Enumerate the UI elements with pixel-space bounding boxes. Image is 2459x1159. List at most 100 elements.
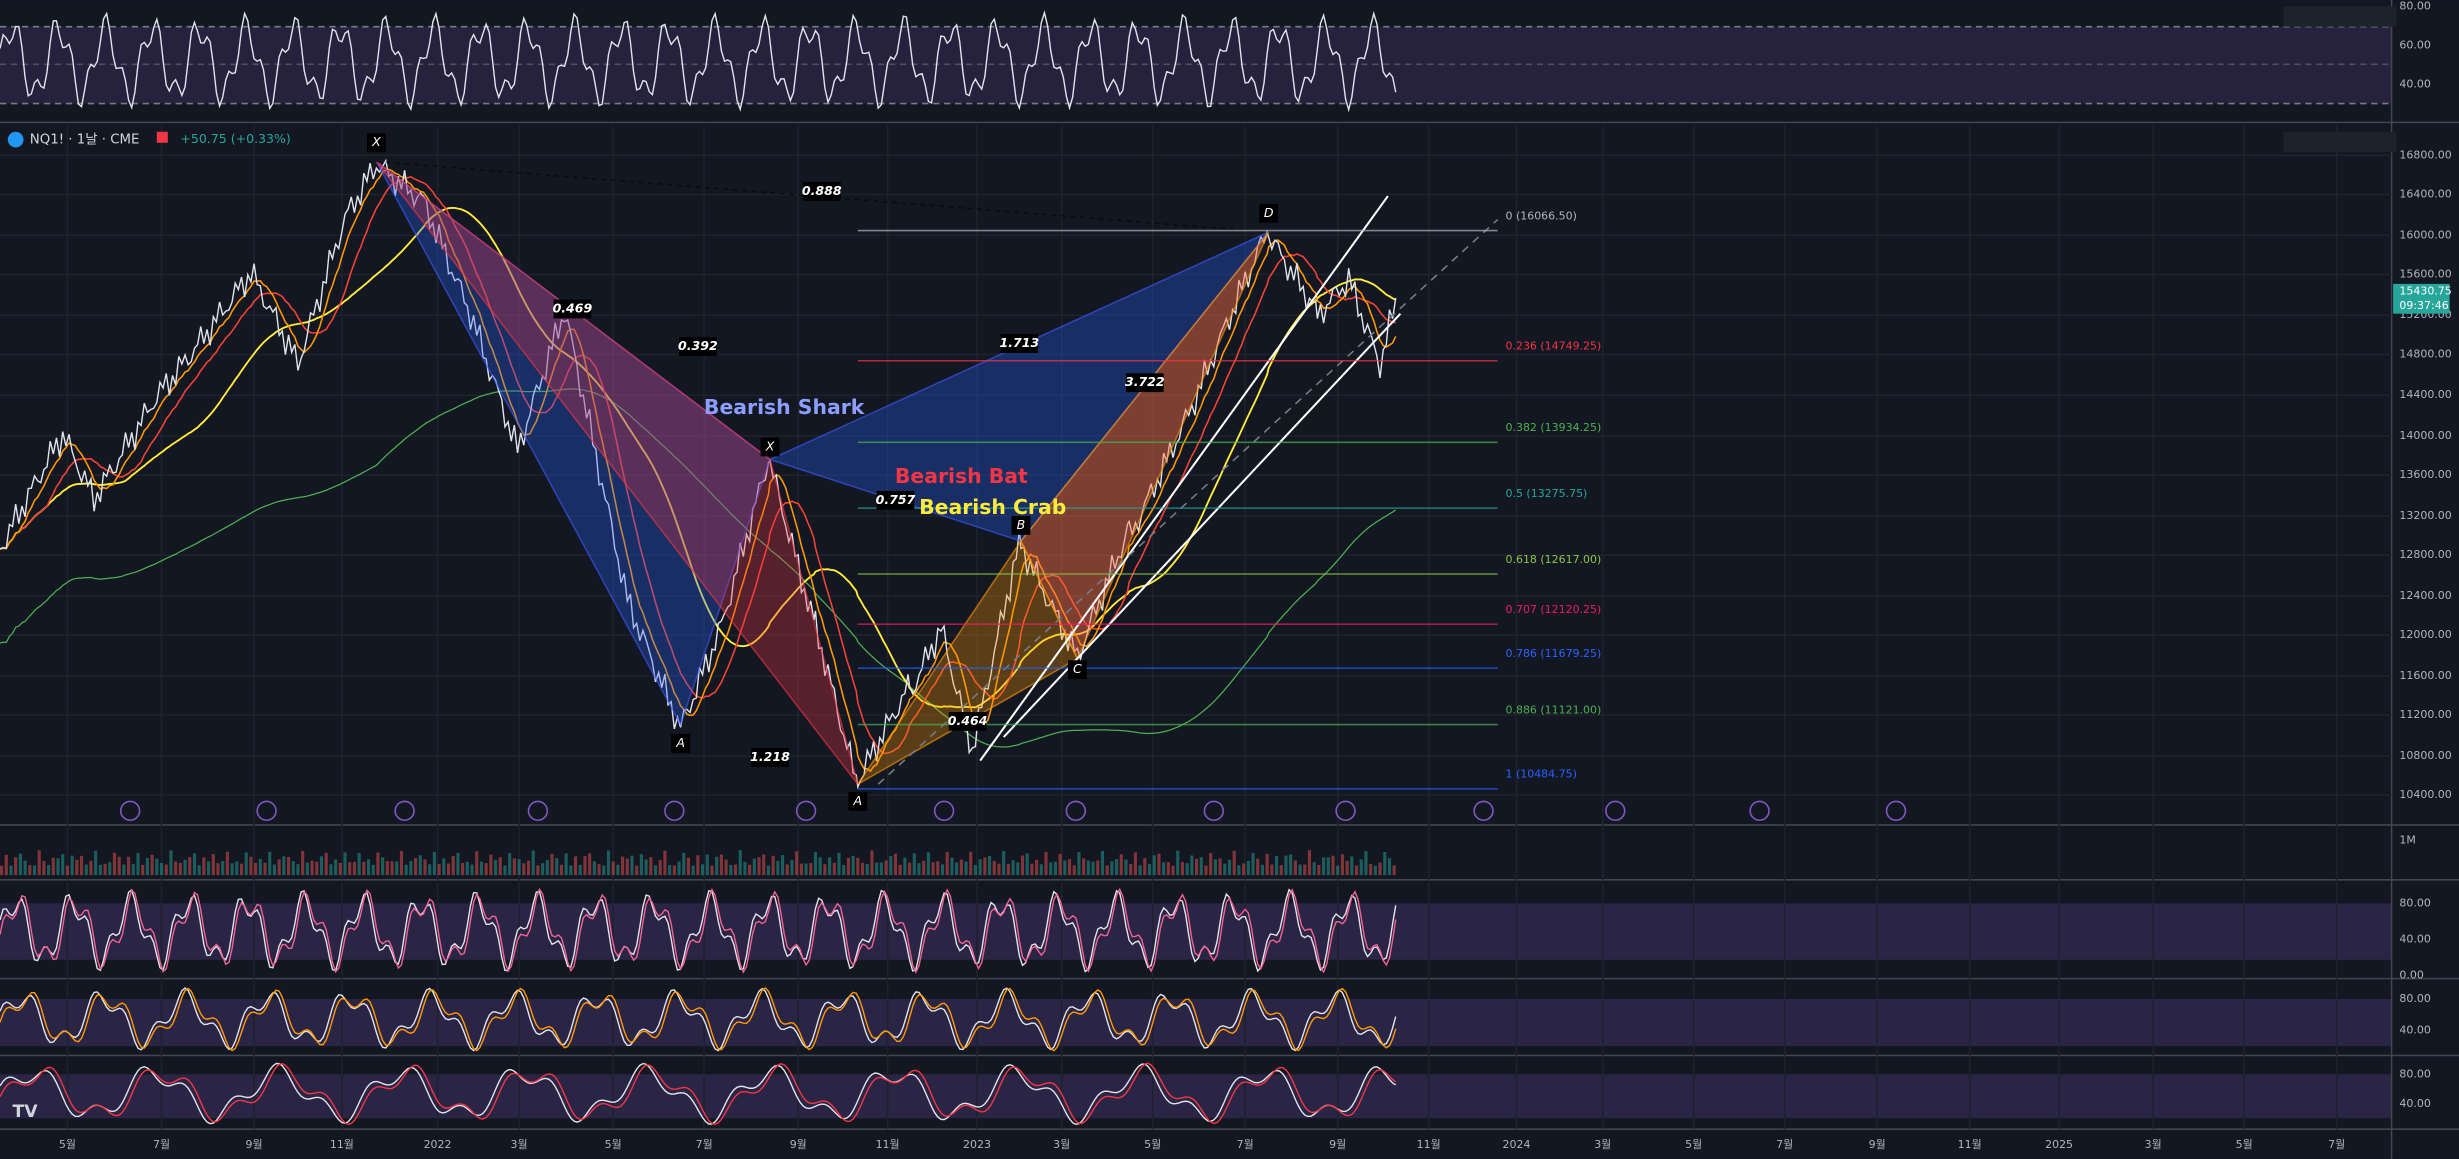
replay-arrow[interactable] [664,800,685,822]
volume-bar [366,859,371,876]
time-tick-label: 3월 [1594,1138,1611,1151]
volume-bar [903,857,907,876]
volume-bar [762,854,766,876]
volume-bar [940,864,945,876]
volume-bar [127,856,131,876]
volume-bar [94,850,98,876]
pane-buttons[interactable] [2283,6,2397,27]
volume-bar [964,861,968,876]
time-tick-label: 2025 [2045,1138,2073,1151]
replay-arrow[interactable] [795,800,817,822]
volume-tick-label: 1M [2399,834,2415,847]
volume-bar [1025,853,1029,876]
replay-arrow[interactable] [1749,800,1770,822]
time-tick-label: 2022 [424,1138,452,1151]
stoch-k [0,1062,1397,1126]
volume-bar [1260,864,1265,876]
time-tick-label: 3월 [2145,1138,2162,1151]
volume-bar [291,861,295,876]
volume-bar [442,858,446,876]
replay-arrow[interactable] [119,800,141,822]
fib-label: 0.786 (11679.25) [1506,647,1602,660]
point-box [366,133,386,153]
volume-bar [418,855,422,876]
replay-arrow[interactable] [394,800,415,822]
flag-icon[interactable] [156,131,168,143]
ratio-box [802,181,841,201]
volume-bar [724,859,728,876]
volume-bar [272,864,277,876]
volume-bar [456,852,460,876]
price-tick-label: 16000.00 [2399,228,2451,241]
volume-bar [766,865,771,876]
volume-bar [1110,861,1114,876]
volume-bar [51,857,55,876]
volume-bar [249,856,253,876]
volume-bar [103,863,107,876]
replay-arrow[interactable] [1065,800,1087,822]
price-tick-label: 12000.00 [2399,628,2451,641]
volume-bar [743,861,747,876]
volume-bar [432,851,436,876]
volume-bar [28,865,32,876]
volume-bar [1246,860,1250,876]
volume-bar [423,859,427,876]
time-tick-label: 7월 [2328,1138,2345,1151]
volume-bar [879,862,883,876]
replay-arrow[interactable] [1335,800,1356,822]
volume-bar [512,858,516,876]
volume-bar [583,856,587,876]
time-tick-label: 7월 [1776,1138,1793,1151]
volume-bar [1364,851,1368,876]
volume-bar [390,861,394,876]
volume-bar [541,863,545,876]
volume-bar [1190,855,1194,876]
volume-bar [818,857,822,876]
volume-bar [230,863,234,876]
volume-bar [207,861,211,876]
volume-bar [1387,858,1392,876]
symbol-title: NQ1! · 1날 · CME [30,132,140,148]
replay-arrow[interactable] [1885,800,1907,822]
replay-arrow[interactable] [1605,800,1626,822]
volume-bar [1138,865,1142,876]
volume-bar [1383,852,1387,876]
replay-arrow[interactable] [933,800,955,822]
volume-bar [978,859,982,876]
volume-bar [1035,859,1039,876]
volume-bar [983,857,987,876]
rsi-tick-label: 80.00 [2399,0,2430,12]
volume-bar [192,853,197,876]
time-tick-label: 5월 [1685,1138,1702,1151]
volume-bar [592,861,596,876]
replay-arrow[interactable] [1203,800,1225,822]
time-tick-label: 7월 [1237,1138,1254,1151]
volume-bar [771,855,775,876]
volume-bar [1072,865,1076,876]
volume-bar [686,857,691,876]
volume-bar [324,852,328,876]
fib-label: 0.5 (13275.75) [1506,487,1588,500]
point-label: B [1017,517,1026,532]
volume-bar [493,860,498,876]
volume-bar [277,859,281,876]
replay-arrow[interactable] [1473,800,1494,822]
volume-bar [889,856,893,876]
pane-buttons[interactable] [2283,131,2397,153]
volume-bar [936,861,940,876]
stoch-zone [0,1074,2392,1119]
volume-bar [508,853,512,876]
ratio-label: 3.722 [1125,374,1165,389]
volume-bar [545,859,549,876]
volume-bar [1086,860,1090,876]
volume-bar [1124,859,1128,876]
volume-bar [1326,857,1330,876]
rsi-tick-label: 60.00 [2399,39,2430,52]
volume-bar [145,858,149,876]
point-box [671,733,691,753]
volume-bar [484,863,488,876]
volume-bar [1058,853,1062,876]
replay-arrow[interactable] [527,800,549,822]
volume-bar [1336,865,1340,876]
replay-arrow[interactable] [256,800,277,822]
